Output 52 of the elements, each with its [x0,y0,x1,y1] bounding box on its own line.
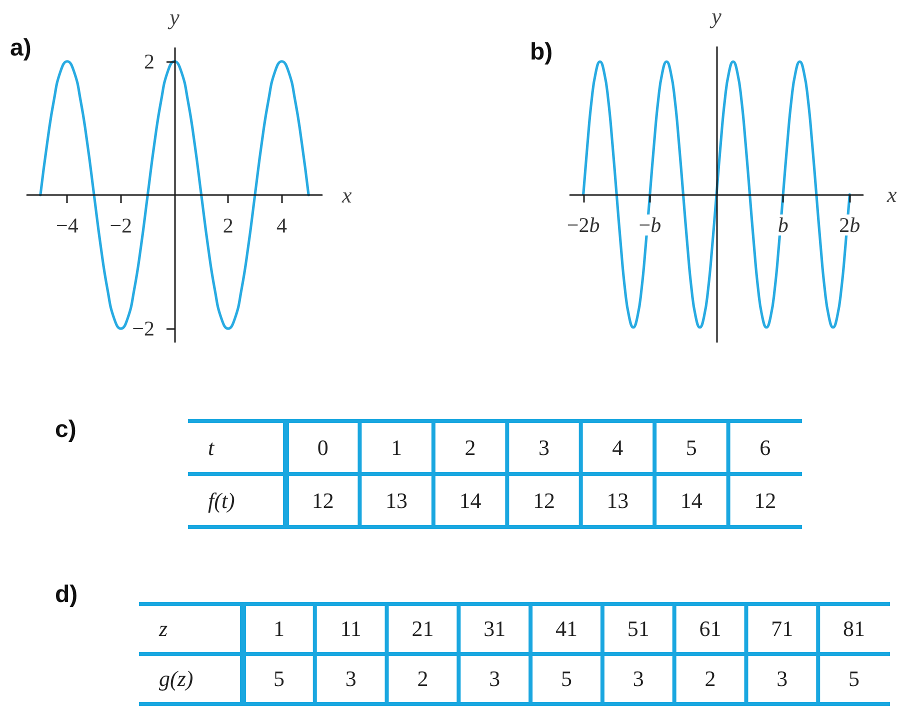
x-tick-label: 31 [482,615,507,643]
x-tick-label: 21 [410,615,435,643]
y-tick-label: f(t) [208,488,235,512]
data-label: 3 [776,665,789,693]
x-tick-label: 2 [464,434,477,462]
data-label: 12 [532,486,556,514]
x-tick-label: 1 [390,434,404,462]
data-label: 3 [344,665,358,693]
chart-title: a) [10,34,32,62]
data-label: 14 [679,486,704,514]
data-label: 3 [632,665,645,693]
x-tick-label: 0 [316,434,330,462]
x-tick-label: 71 [770,615,794,643]
data-label: 2 [704,665,717,693]
data-label: 14 [458,486,482,514]
chart-title: d) [55,581,78,609]
chart-title: b) [530,38,553,66]
data-label: 5 [848,665,860,693]
data-label: 12 [310,486,335,514]
x-tick-label: 1 [272,615,286,643]
data-label: 3 [488,665,502,693]
x-tick-label: 81 [842,615,866,643]
x-tick-label: 6 [758,434,772,462]
x-axis-title: t [208,434,214,460]
x-tick-label: −4 [56,214,79,238]
x-tick-label: b [778,213,788,237]
x-axis-title: x [886,182,897,207]
x-tick-label: 4 [611,434,624,462]
x-axis-title: z [159,616,168,641]
data-label: 5 [272,665,286,693]
data-label: 5 [560,665,573,693]
x-axis-title: x [341,182,352,208]
x-tick-label: 61 [698,615,722,643]
data-label: 12 [753,486,778,514]
x-tick-label: −2 [110,214,132,238]
x-tick-label: −2b [566,213,600,237]
data-label: 13 [606,486,630,514]
y-axis-title: y [168,4,180,30]
x-tick-label: 11 [339,615,362,643]
text: c) [55,416,76,444]
x-tick-label: 3 [537,434,550,462]
y-tick-label: g(z) [159,666,194,691]
y-axis-title: y [710,4,722,28]
data-label: 2 [416,665,430,693]
x-tick-label: 5 [684,434,698,462]
x-tick-label: −b [638,213,662,237]
x-tick-label: 2 [222,214,234,238]
x-tick-label: 2b [839,213,860,237]
x-tick-label: 41 [554,615,578,643]
data-label: 13 [384,486,409,514]
x-tick-label: 4 [276,214,288,238]
x-tick-label: 51 [626,615,650,643]
